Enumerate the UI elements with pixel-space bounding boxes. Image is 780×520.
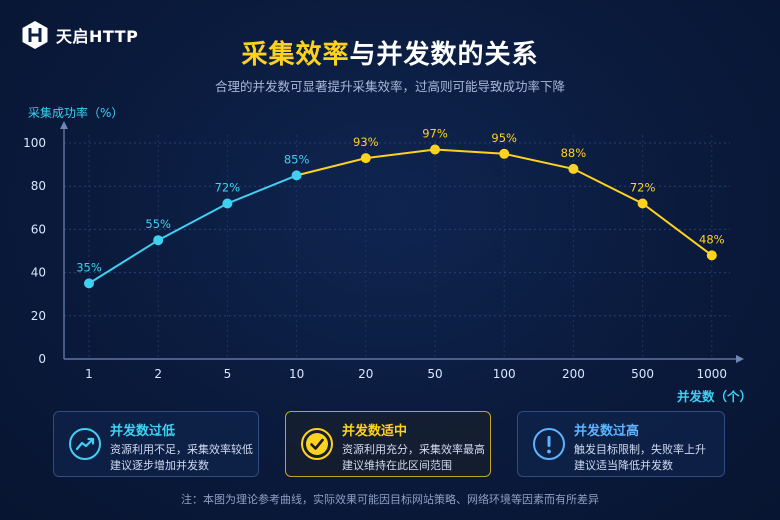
card-line: 资源利用不足，采集效率较低: [110, 443, 253, 456]
y-tick-label: 20: [31, 309, 46, 323]
card-line: 触发目标限制，失败率上升: [574, 443, 706, 456]
data-point: [153, 235, 164, 246]
series-layer: [88, 148, 713, 285]
x-axis-arrow: [736, 355, 744, 363]
data-point: [568, 163, 579, 174]
y-tick-label: 80: [31, 179, 46, 193]
trending-up-icon: [69, 428, 101, 460]
x-tick-label: 500: [631, 367, 654, 381]
card-low-concurrency: 并发数过低 资源利用不足，采集效率较低 建议逐步增加并发数: [53, 411, 259, 477]
data-label: 48%: [699, 232, 725, 246]
card-title: 并发数适中: [342, 424, 408, 439]
label-layer: 35% 55% 72% 85% 93% 97% 95% 88% 72% 48%: [76, 126, 724, 274]
y-tick-label: 60: [31, 222, 46, 236]
grid-layer: [64, 135, 730, 359]
card-high-concurrency: 并发数过高 触发目标限制，失败率上升 建议适当降低并发数: [517, 411, 725, 477]
x-tick-label: 50: [427, 367, 442, 381]
data-label: 93%: [353, 135, 379, 149]
data-label: 35%: [76, 260, 102, 274]
x-tick-label: 1: [85, 367, 93, 381]
chart-title-highlight: 采集效率: [241, 40, 350, 70]
data-point: [291, 170, 302, 181]
card-title: 并发数过高: [574, 424, 640, 439]
y-tick-label: 0: [38, 352, 46, 366]
data-point: [499, 148, 510, 159]
card-line: 资源利用充分，采集效率最高: [342, 443, 485, 456]
x-tick-label: 20: [358, 367, 373, 381]
data-label: 95%: [491, 131, 517, 145]
card-line: 建议逐步增加并发数: [110, 459, 209, 472]
footnote: 注：本图为理论参考曲线，实际效果可能因目标网站策略、网络环境等因素而有所差异: [181, 493, 599, 506]
x-tick-label: 1000: [697, 367, 728, 381]
data-label: 97%: [422, 126, 448, 140]
x-tick-label: 10: [289, 367, 304, 381]
chart-title-rest: 与并发数的关系: [349, 40, 539, 70]
data-label: 55%: [145, 217, 171, 231]
x-tick-label: 200: [562, 367, 585, 381]
axis-layer: 0 20 40 60 80 100 1 2 5 10 20 50 100 200 500 1000 采集成功率（…: [23, 105, 752, 404]
x-axis-label: 并发数（个）: [677, 389, 752, 404]
hexagon-h-logo-icon: [22, 21, 48, 49]
y-tick-label: 40: [31, 266, 46, 280]
data-point: [706, 250, 717, 261]
chart-subtitle: 合理的并发数可显著提升采集效率，过高则可能导致成功率下降: [214, 79, 565, 94]
x-tick-label: 5: [224, 367, 232, 381]
data-point: [637, 198, 648, 209]
card-line: 建议维持在此区间范围: [342, 459, 452, 472]
brand-name: 天启HTTP: [56, 27, 139, 46]
line-chart: 0 20 40 60 80 100 1 2 5 10 20 50 100 200 500 1000 采集成功率（…: [23, 105, 752, 404]
data-label: 88%: [561, 146, 587, 160]
point-layer: [84, 144, 717, 289]
y-tick-label: 100: [23, 136, 46, 150]
check-circle-icon: [301, 428, 333, 460]
card-line: 建议适当降低并发数: [574, 459, 673, 472]
data-label: 72%: [215, 180, 241, 194]
data-label: 72%: [630, 180, 656, 194]
card-title: 并发数过低: [110, 424, 176, 439]
series-line-rising: [88, 174, 297, 285]
exclamation-circle-icon: [533, 428, 565, 460]
data-point: [360, 153, 371, 164]
y-axis-arrow: [60, 121, 68, 129]
y-axis-label: 采集成功率（%）: [28, 105, 123, 120]
data-point: [222, 198, 233, 209]
x-tick-label: 2: [154, 367, 162, 381]
chart-title: 采集效率与并发数的关系: [0, 34, 780, 71]
x-tick-label: 100: [493, 367, 516, 381]
data-point: [84, 278, 94, 289]
data-point: [430, 144, 440, 155]
brand-logo: 天启HTTP: [20, 20, 138, 50]
data-label: 85%: [284, 152, 310, 166]
card-optimal-concurrency: 并发数适中 资源利用充分，采集效率最高 建议维持在此区间范围: [285, 411, 491, 477]
